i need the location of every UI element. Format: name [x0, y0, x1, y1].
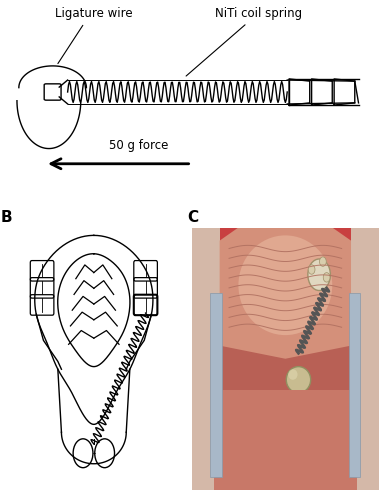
Text: C: C: [188, 210, 199, 225]
Circle shape: [308, 265, 315, 274]
Circle shape: [323, 272, 330, 282]
Ellipse shape: [286, 366, 311, 393]
Bar: [349, 293, 360, 477]
Circle shape: [319, 257, 326, 266]
Bar: [351, 228, 379, 490]
Text: 50 g force: 50 g force: [109, 139, 169, 152]
Polygon shape: [220, 228, 351, 359]
Bar: [192, 228, 220, 490]
Circle shape: [308, 259, 331, 290]
Ellipse shape: [238, 236, 332, 335]
Bar: [210, 293, 221, 477]
Bar: [192, 228, 379, 275]
Text: Ligature wire: Ligature wire: [55, 7, 133, 64]
Text: NiTi coil spring: NiTi coil spring: [186, 7, 303, 76]
Ellipse shape: [288, 369, 298, 380]
Text: B: B: [0, 210, 12, 225]
Bar: [214, 390, 357, 490]
Text: A: A: [2, 0, 14, 3]
